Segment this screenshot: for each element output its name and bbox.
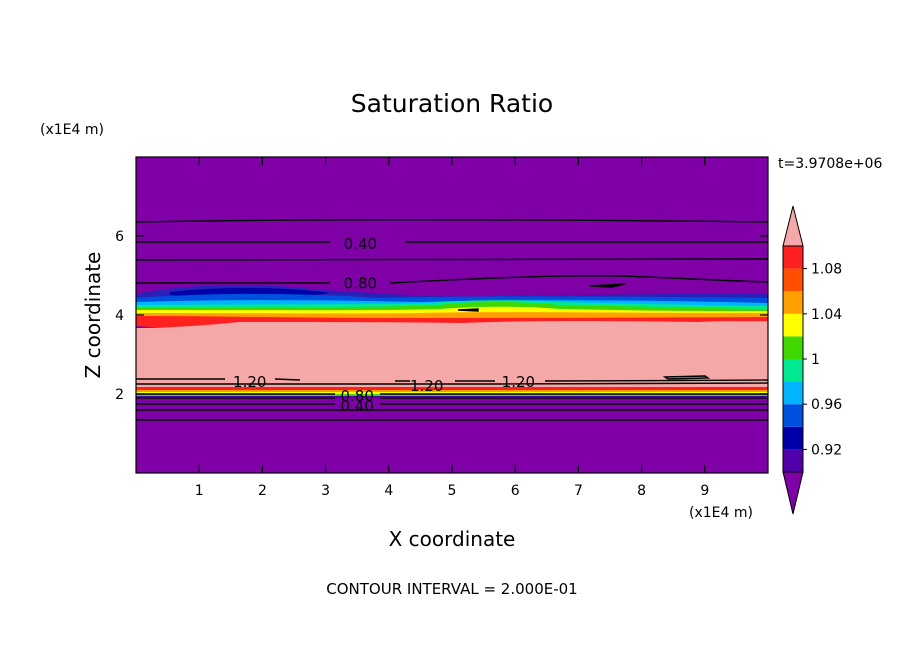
contour-label: 0.80 [344,274,377,292]
colorbar-swatch [783,449,803,472]
colorbar-under-arrow [782,471,804,515]
y-axis-label: Z coordinate [81,252,105,379]
colorbar-tick-label: 1 [811,352,820,368]
x-tick-label: 7 [574,483,583,499]
contour-fill-layer [136,157,768,473]
time-label: t=3.9708e+06 [778,156,882,172]
contour-line [136,378,768,382]
colorbar-swatch [783,336,803,359]
colorbar: 0.92 0.96 1 1.04 1.08 [782,205,842,515]
colorbar-tick-label: 1.08 [811,262,842,278]
chart-title: Saturation Ratio [351,89,553,118]
contour-line [136,382,768,385]
y-tick-label: 6 [115,229,124,245]
contour-line [136,275,768,284]
colorbar-swatch [783,291,803,314]
y-unit-label: (x1E4 m) [40,122,104,138]
contour-labels: 0.400.801.20 1.20 1.200.800.40 [233,235,535,415]
colorbar-swatch [783,426,803,450]
contour-interval-note: CONTOUR INTERVAL = 2.000E-01 [326,580,577,598]
x-tick-label: 3 [321,483,330,499]
colorbar-swatch [783,246,803,269]
x-axis-ticks: 1 2 3 4 5 6 7 8 9 [195,157,709,499]
x-tick-label: 6 [511,483,520,499]
fill-lower-band-purple [136,396,768,398]
contour-label: 0.80 [340,387,373,405]
y-axis-ticks: 2 4 6 [115,229,768,403]
contour-label: 0.40 [340,397,373,415]
contour-label: 0.40 [344,235,377,253]
contour-label: 1.20 [410,377,443,395]
fill-lower-band-green [136,394,768,396]
x-unit-label: (x1E4 m) [689,505,753,521]
x-tick-label: 8 [637,483,646,499]
colorbar-swatch [783,359,803,382]
colorbar-swatch [783,268,803,292]
contour-label: 1.20 [233,373,266,391]
x-tick-label: 4 [384,483,393,499]
colorbar-swatch [783,313,803,337]
contour-line-layer [136,219,768,421]
colorbar-tick-label: 0.92 [811,442,842,458]
x-axis-label: X coordinate [389,527,516,551]
y-tick-label: 4 [115,308,124,324]
contour-label: 1.20 [502,373,535,391]
contour-line [662,375,711,380]
fill-lower-band-yellow [136,392,768,394]
fill-band-red [136,316,768,328]
colorbar-swatch [783,381,803,405]
x-tick-label: 5 [448,483,457,499]
contour-line [589,283,626,288]
x-tick-label: 1 [195,483,204,499]
colorbar-tick-label: 0.96 [811,397,842,413]
contour-line [457,308,479,312]
x-tick-label: 9 [700,483,709,499]
fill-supersaturated-pink [136,321,768,392]
y-tick-label: 2 [115,387,124,403]
contour-line [136,219,768,223]
colorbar-over-arrow [782,205,804,247]
colorbar-tick-label: 1.04 [811,307,842,323]
fill-lower-band-red [136,387,768,390]
x-tick-label: 2 [258,483,267,499]
fill-lower-band-orange [136,390,768,392]
colorbar-swatch [783,404,803,427]
